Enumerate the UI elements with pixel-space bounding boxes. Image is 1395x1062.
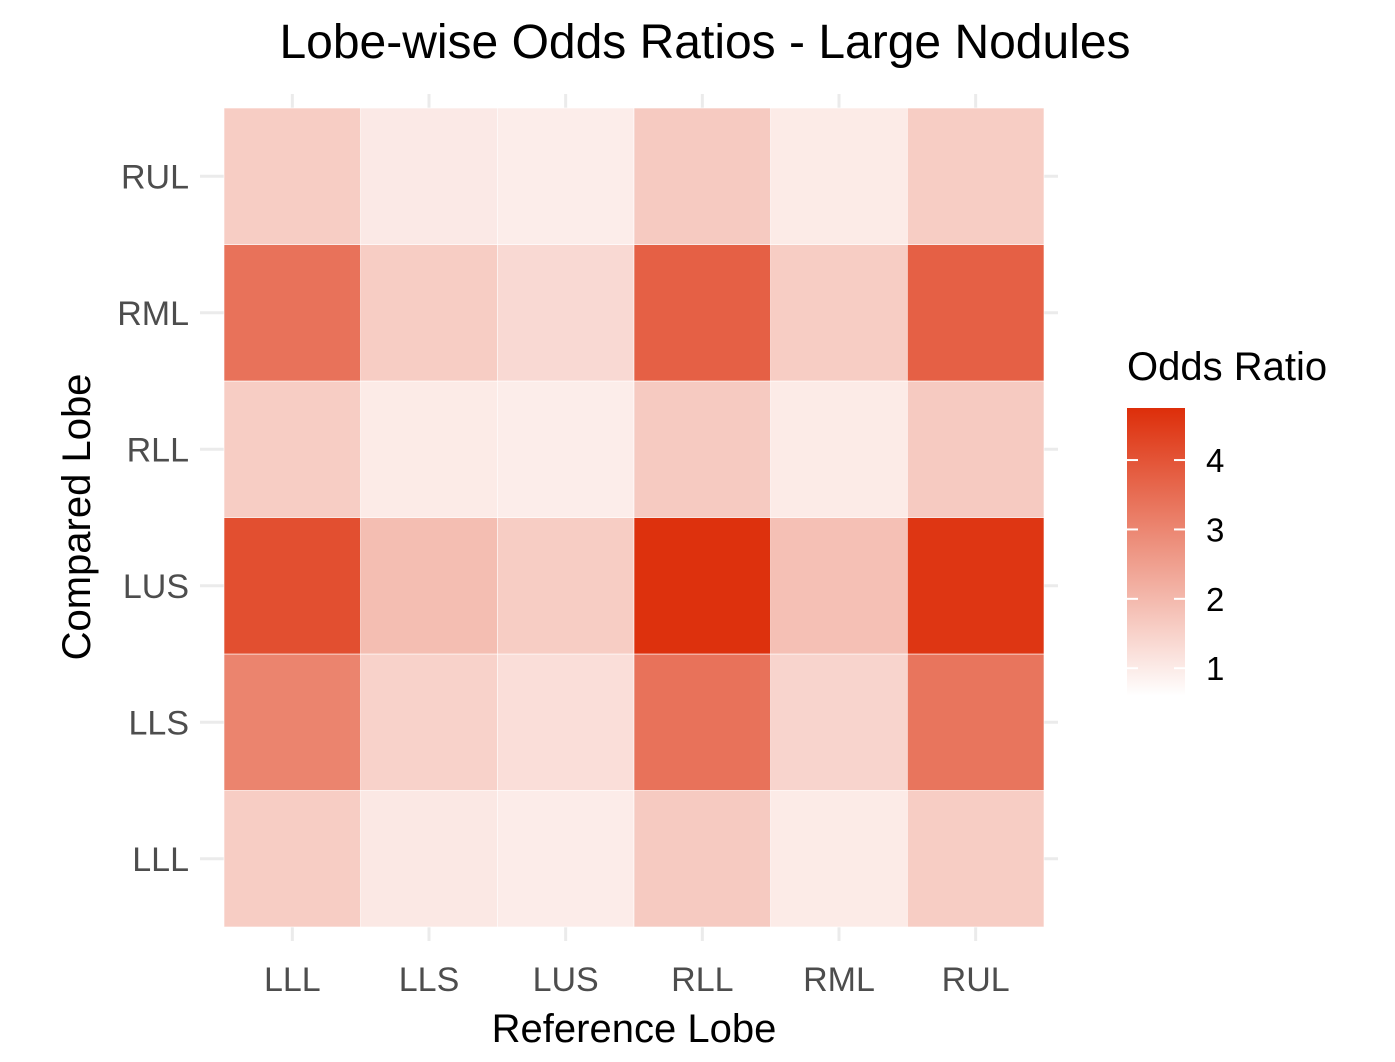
y-tick-label: LLS: [129, 704, 190, 742]
heatmap-cell-lus-rml: [770, 517, 908, 655]
y-axis-title: Compared Lobe: [55, 374, 99, 661]
heatmap-cell-lls-rul: [907, 653, 1045, 791]
heatmap-cell-rul-rml: [770, 107, 908, 245]
y-tick-label: RUL: [121, 158, 189, 196]
heatmap-cell-rll-lll: [223, 380, 361, 518]
x-tick-label: RML: [803, 961, 875, 999]
heatmap-cell-lls-lll: [223, 653, 361, 791]
legend-colorbar: [1127, 408, 1185, 696]
y-tick-label: RLL: [127, 431, 189, 469]
heatmap-cell-lll-rul: [907, 790, 1045, 928]
heatmap-cell-lll-lls: [360, 790, 498, 928]
heatmap-cell-rml-lus: [497, 244, 635, 382]
heatmap-cell-rll-rul: [907, 380, 1045, 518]
heatmap-cell-rll-lls: [360, 380, 498, 518]
x-tick-label: RUL: [942, 961, 1010, 999]
heatmap-cell-lll-rll: [633, 790, 771, 928]
heatmap-cell-lll-rml: [770, 790, 908, 928]
legend-tick-label: 3: [1206, 511, 1224, 548]
legend-tick-label: 1: [1206, 650, 1224, 687]
y-axis-ticks: LLL LLS LUS RLL RML RUL: [117, 158, 189, 879]
heatmap-cell-rml-lls: [360, 244, 498, 382]
x-tick-label: RLL: [671, 961, 733, 999]
y-tick-label: LUS: [123, 568, 189, 606]
x-axis-title: Reference Lobe: [492, 1007, 777, 1051]
legend-title: Odds Ratio: [1127, 345, 1327, 389]
heatmap-cell-lls-lls: [360, 653, 498, 791]
heatmap-cell-rul-lll: [223, 107, 361, 245]
heatmap-cell-rll-rml: [770, 380, 908, 518]
heatmap-cell-lls-rll: [633, 653, 771, 791]
heatmap-cell-lll-lus: [497, 790, 635, 928]
x-tick-label: LLL: [264, 961, 321, 999]
heatmap-cell-rml-lll: [223, 244, 361, 382]
chart-title: Lobe-wise Odds Ratios - Large Nodules: [279, 16, 1130, 69]
legend-tick-label: 2: [1206, 581, 1224, 618]
x-tick-label: LLS: [399, 961, 460, 999]
heatmap-cell-lus-lls: [360, 517, 498, 655]
heatmap-cell-lll-lll: [223, 790, 361, 928]
heatmap-cell-lus-rll: [633, 517, 771, 655]
heatmap-cell-rul-rul: [907, 107, 1045, 245]
heatmap-cell-rul-lus: [497, 107, 635, 245]
heatmap-cell-rll-rll: [633, 380, 771, 518]
heatmap-cell-lls-lus: [497, 653, 635, 791]
heatmap-cell-rml-rml: [770, 244, 908, 382]
heatmap-cell-lus-lll: [223, 517, 361, 655]
heatmap-cell-rml-rll: [633, 244, 771, 382]
heatmap-cell-rml-rul: [907, 244, 1045, 382]
legend-tick-label: 4: [1206, 442, 1224, 479]
heatmap-cell-rul-lls: [360, 107, 498, 245]
y-tick-label: LLL: [132, 841, 189, 879]
heatmap-cell-rll-lus: [497, 380, 635, 518]
heatmap-cell-lus-lus: [497, 517, 635, 655]
x-tick-label: LUS: [533, 961, 599, 999]
legend: Odds Ratio 1 2 3 4: [1127, 345, 1327, 696]
heatmap-cells: [223, 107, 1045, 928]
y-tick-label: RML: [117, 295, 189, 333]
x-axis-ticks: LLL LLS LUS RLL RML RUL: [264, 961, 1010, 999]
heatmap-cell-lus-rul: [907, 517, 1045, 655]
heatmap-cell-lls-rml: [770, 653, 908, 791]
heatmap-cell-rul-rll: [633, 107, 771, 245]
